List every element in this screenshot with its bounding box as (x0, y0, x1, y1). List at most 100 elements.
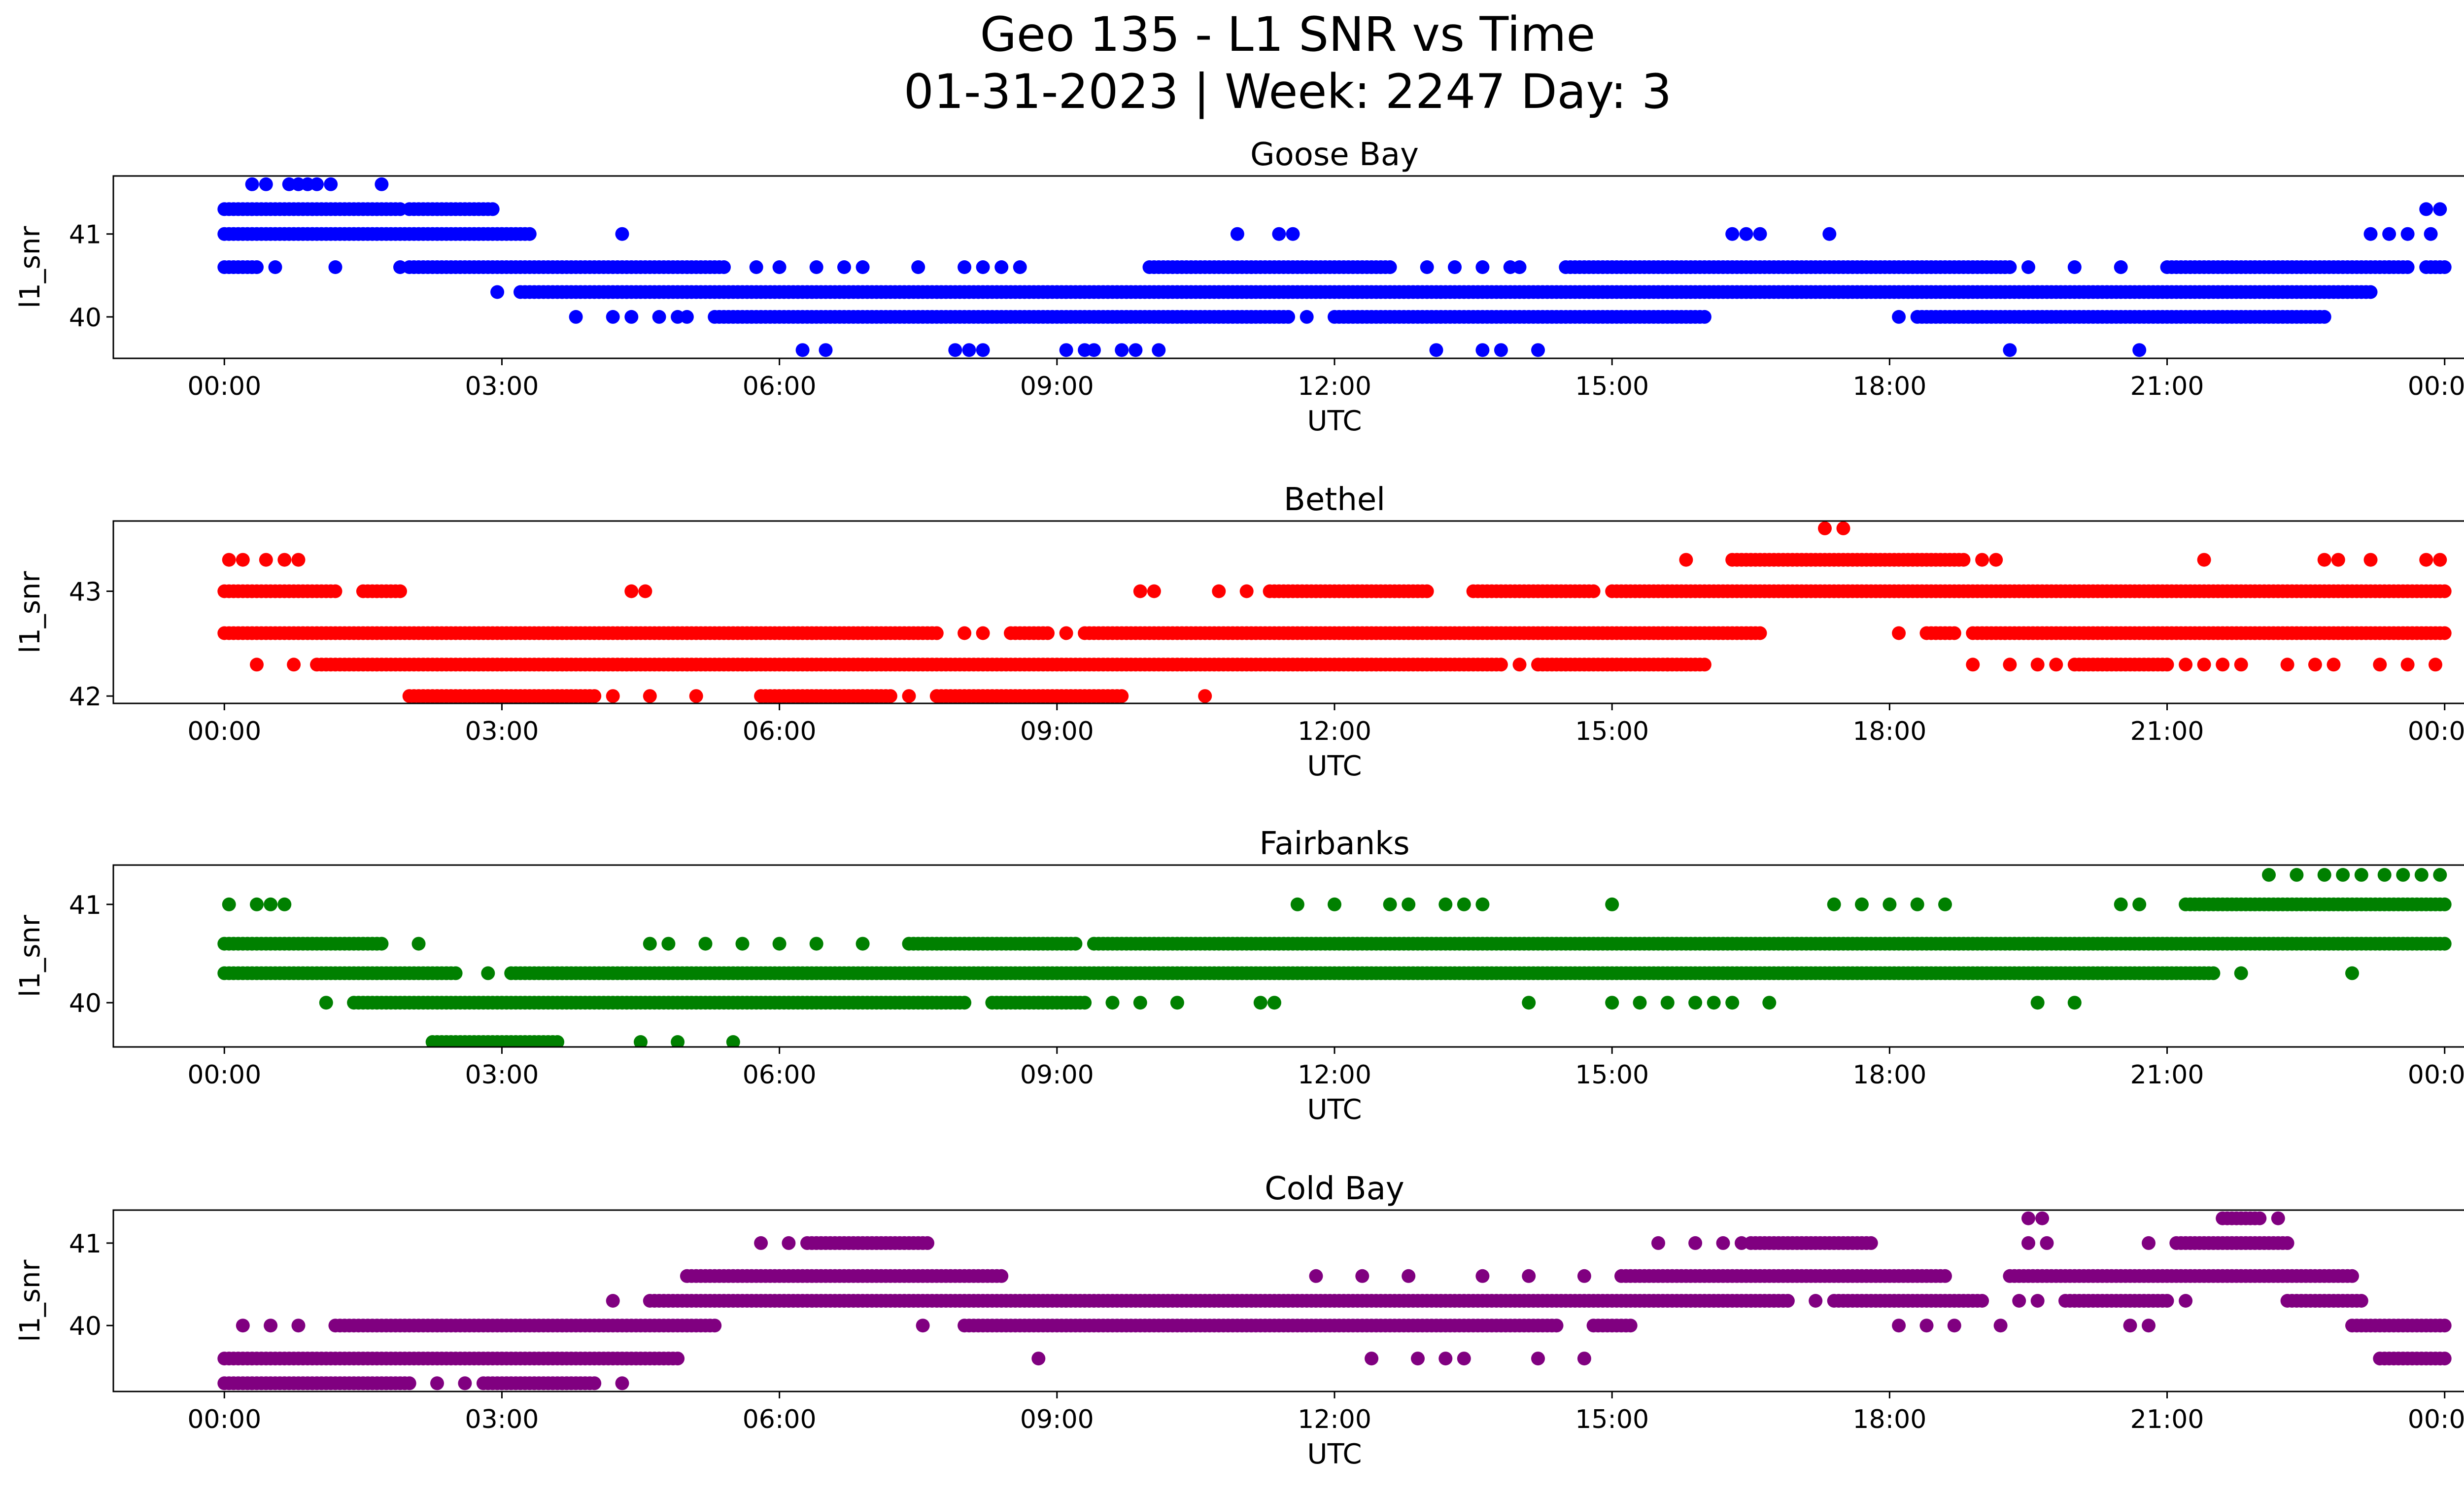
data-point (754, 1236, 768, 1250)
data-point (1660, 658, 1675, 672)
data-point (587, 1376, 602, 1391)
data-point (976, 260, 990, 274)
x-tick-label: 12:00 (1298, 717, 1371, 746)
data-point (615, 1376, 629, 1391)
data-point (2253, 1211, 2267, 1225)
data-point (634, 1035, 648, 1047)
data-point (1753, 626, 1767, 640)
data-point (994, 1269, 1009, 1283)
data-point (1212, 584, 1226, 598)
data-point (795, 343, 810, 357)
data-point (1577, 1352, 1591, 1366)
data-point (1882, 897, 1897, 911)
data-point (1577, 1269, 1591, 1283)
x-tick-label: 09:00 (1020, 1405, 1094, 1434)
data-point (2382, 227, 2396, 241)
data-point (2419, 202, 2433, 216)
data-point (606, 689, 620, 703)
data-point (2216, 658, 2230, 672)
data-point (2419, 553, 2433, 567)
data-point (1383, 260, 1397, 274)
data-point (2437, 897, 2452, 911)
data-point (772, 260, 787, 274)
data-point (2160, 1294, 2174, 1308)
data-point (1512, 260, 1527, 274)
data-point (1605, 897, 1619, 911)
x-tick-label: 06:00 (743, 717, 817, 746)
data-point (328, 260, 342, 274)
data-point (1716, 1236, 1730, 1250)
data-points (217, 1211, 2452, 1391)
data-point (1947, 626, 1961, 640)
data-point (1198, 689, 1212, 703)
x-tick-label: 21:00 (2130, 717, 2204, 746)
data-point (1966, 658, 1980, 672)
data-point (958, 996, 972, 1010)
data-point (1688, 1236, 1703, 1250)
data-point (2396, 868, 2410, 882)
data-point (911, 260, 925, 274)
data-point (2433, 202, 2447, 216)
y-tick-label: 40 (69, 303, 102, 333)
data-point (994, 260, 1009, 274)
data-point (1938, 897, 1952, 911)
data-point (2142, 1319, 2156, 1333)
data-point (1512, 658, 1527, 672)
data-point (680, 310, 694, 324)
data-point (485, 202, 500, 216)
x-tick-label: 15:00 (1575, 1405, 1649, 1434)
data-point (1938, 1269, 1952, 1283)
data-point (522, 227, 537, 241)
data-point (2336, 868, 2350, 882)
data-point (1975, 1294, 1989, 1308)
data-point (1272, 227, 1286, 241)
data-point (976, 343, 990, 357)
data-point (1068, 937, 1083, 951)
data-point (2363, 227, 2378, 241)
data-point (1059, 343, 1073, 357)
data-point (2262, 868, 2276, 882)
x-tick-label: 03:00 (465, 372, 539, 401)
figure-title-line1: Geo 135 - L1 SNR vs Time (980, 7, 1596, 62)
data-point (1818, 521, 1832, 535)
data-point (2345, 1269, 2359, 1283)
data-point (1892, 626, 1906, 640)
data-point (1633, 996, 1647, 1010)
data-point (250, 658, 264, 672)
x-tick-label: 00:00 (187, 1405, 261, 1434)
data-point (2003, 260, 2017, 274)
data-point (2114, 897, 2128, 911)
data-point (250, 897, 264, 911)
data-points (217, 521, 2452, 703)
data-point (1105, 996, 1120, 1010)
data-point (2327, 658, 2341, 672)
data-point (550, 1035, 565, 1047)
data-point (948, 343, 962, 357)
data-point (264, 1319, 278, 1333)
data-point (2308, 658, 2322, 672)
data-point (2206, 966, 2221, 980)
data-point (1586, 584, 1601, 598)
data-point (1133, 996, 1147, 1010)
data-point (809, 937, 823, 951)
data-point (1522, 996, 1536, 1010)
data-point (1707, 996, 1721, 1010)
data-point (291, 1319, 306, 1333)
data-point (856, 260, 870, 274)
x-axis-label: UTC (1307, 1438, 1362, 1470)
data-point (481, 966, 495, 980)
data-point (726, 1035, 740, 1047)
data-point (1267, 996, 1281, 1010)
x-tick-label: 00:00 (2408, 717, 2464, 746)
data-point (661, 937, 676, 951)
y-axis-label: l1_snr (14, 914, 46, 997)
data-point (772, 937, 787, 951)
data-point (1494, 343, 1508, 357)
data-point (1253, 996, 1267, 1010)
data-point (490, 285, 505, 299)
data-point (1475, 343, 1490, 357)
data-point (310, 177, 324, 191)
data-point (1531, 343, 1545, 357)
